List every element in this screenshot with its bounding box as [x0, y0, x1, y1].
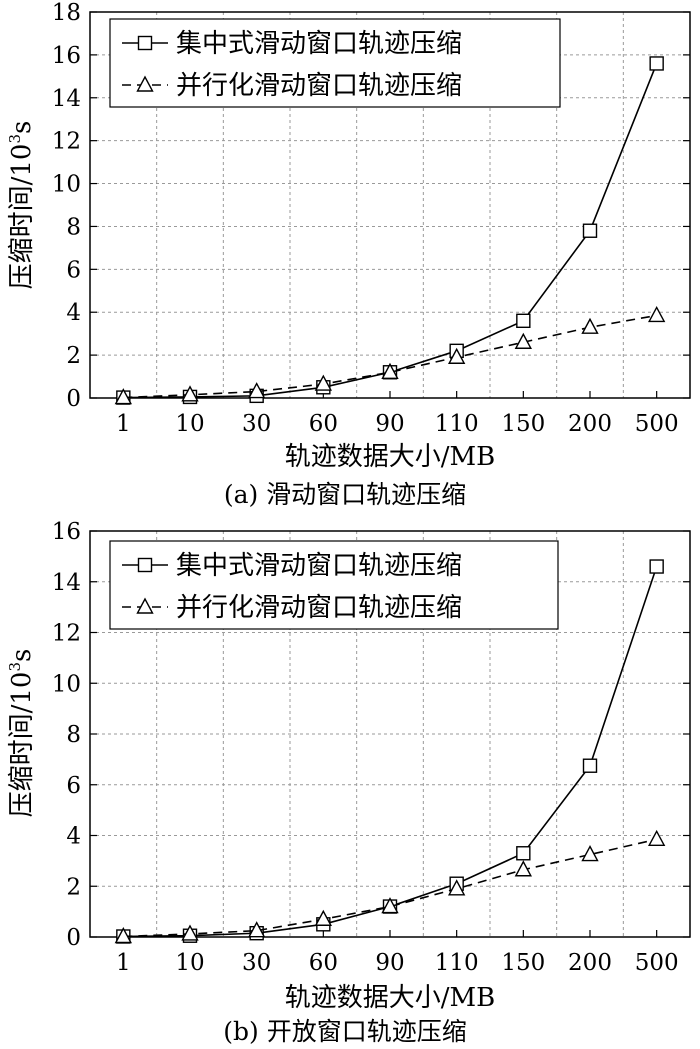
x-tick-label: 60 — [309, 411, 338, 437]
data-point-square — [516, 313, 531, 328]
data-point-triangle — [181, 385, 199, 402]
x-tick-label: 30 — [242, 950, 271, 976]
legend-label: 集中式滑动窗口轨迹压缩 — [176, 29, 462, 59]
y-tick-label: 6 — [66, 773, 81, 799]
data-point-triangle — [314, 909, 333, 926]
series-parallel — [114, 305, 666, 405]
y-tick-label: 18 — [52, 0, 81, 26]
y-tick-label: 12 — [52, 129, 81, 155]
y-tick-label: 2 — [66, 874, 81, 900]
legend-label: 集中式滑动窗口轨迹压缩 — [176, 551, 462, 581]
x-tick-label: 90 — [375, 950, 404, 976]
legend-box — [109, 18, 561, 108]
data-point-triangle — [247, 921, 266, 938]
x-tick-label: 110 — [435, 411, 479, 437]
figure-caption: (a) 滑动窗口轨迹压缩 — [224, 480, 466, 509]
legend-marker-triangle — [136, 75, 154, 92]
y-tick-label: 0 — [66, 925, 81, 951]
data-point-triangle — [181, 924, 199, 941]
x-tick-label: 1 — [116, 950, 131, 976]
x-tick-label: 30 — [242, 411, 271, 437]
data-point-triangle — [514, 332, 533, 349]
y-axis-label: 压缩时间/103s — [6, 121, 37, 290]
data-point-triangle — [447, 347, 466, 364]
x-tick-label: 500 — [635, 950, 679, 976]
legend-marker-square — [137, 557, 153, 573]
x-tick-label: 110 — [435, 950, 479, 976]
data-point-triangle — [381, 362, 399, 379]
x-tick-label: 200 — [568, 411, 612, 437]
x-tick-label: 150 — [501, 411, 545, 437]
data-point-triangle — [581, 845, 599, 862]
data-point-square — [582, 223, 598, 238]
series-centralized — [116, 56, 664, 405]
data-point-triangle — [381, 897, 399, 914]
y-tick-label: 16 — [52, 519, 81, 545]
y-tick-label: 6 — [66, 257, 81, 283]
x-tick-label: 1 — [116, 411, 131, 437]
data-point-triangle — [647, 829, 666, 847]
y-axis-label-main: 压缩时间/10 — [7, 672, 37, 818]
y-tick-label: 4 — [66, 300, 81, 326]
y-tick-label: 4 — [66, 824, 81, 850]
data-point-triangle — [514, 860, 533, 877]
series-line — [123, 314, 657, 399]
x-tick-label: 200 — [568, 950, 612, 976]
x-tick-label: 90 — [375, 411, 404, 437]
y-axis-label-superscript: 3 — [6, 662, 24, 672]
x-tick-label: 10 — [175, 950, 204, 976]
x-axis-label: 轨迹数据大小/MB — [285, 983, 496, 1013]
y-tick-label: 14 — [52, 570, 81, 596]
series-line — [123, 838, 657, 938]
data-point-square — [516, 846, 531, 861]
series-line — [123, 63, 658, 399]
y-tick-label: 8 — [66, 214, 81, 240]
y-tick-label: 10 — [52, 671, 81, 697]
data-point-triangle — [647, 305, 666, 323]
legend-marker-square — [137, 35, 153, 51]
legend-label: 并行化滑动窗口轨迹压缩 — [176, 593, 462, 623]
data-point-square — [582, 758, 598, 773]
y-axis-label-unit: s — [7, 649, 37, 662]
figure-caption: (b) 开放窗口轨迹压缩 — [223, 1017, 466, 1046]
data-point-triangle — [114, 388, 133, 405]
data-point-square — [649, 56, 664, 71]
y-tick-label: 0 — [66, 386, 81, 412]
x-axis-label: 轨迹数据大小/MB — [285, 442, 496, 472]
data-point-triangle — [314, 374, 333, 391]
legend-marker-triangle — [136, 597, 154, 614]
y-axis-label-superscript: 3 — [6, 134, 24, 144]
x-tick-label: 60 — [309, 950, 338, 976]
y-axis-label-main: 压缩时间/10 — [7, 144, 37, 290]
y-tick-label: 14 — [52, 86, 81, 112]
y-tick-label: 2 — [66, 343, 81, 369]
legend-box — [109, 540, 559, 630]
data-point-triangle — [447, 879, 466, 896]
y-axis-label: 压缩时间/103s — [6, 649, 37, 818]
y-axis-label-unit: s — [7, 121, 37, 134]
x-tick-label: 150 — [501, 950, 545, 976]
data-point-triangle — [114, 927, 133, 944]
data-point-square — [649, 559, 664, 574]
y-tick-label: 8 — [66, 722, 81, 748]
y-tick-label: 12 — [52, 621, 81, 647]
data-point-triangle — [581, 317, 599, 334]
y-tick-label: 16 — [52, 43, 81, 69]
x-tick-label: 500 — [635, 411, 679, 437]
data-point-triangle — [247, 382, 266, 399]
legend-label: 并行化滑动窗口轨迹压缩 — [176, 71, 462, 101]
x-tick-label: 10 — [175, 411, 204, 437]
series-parallel — [114, 829, 666, 944]
y-tick-label: 10 — [52, 172, 81, 198]
